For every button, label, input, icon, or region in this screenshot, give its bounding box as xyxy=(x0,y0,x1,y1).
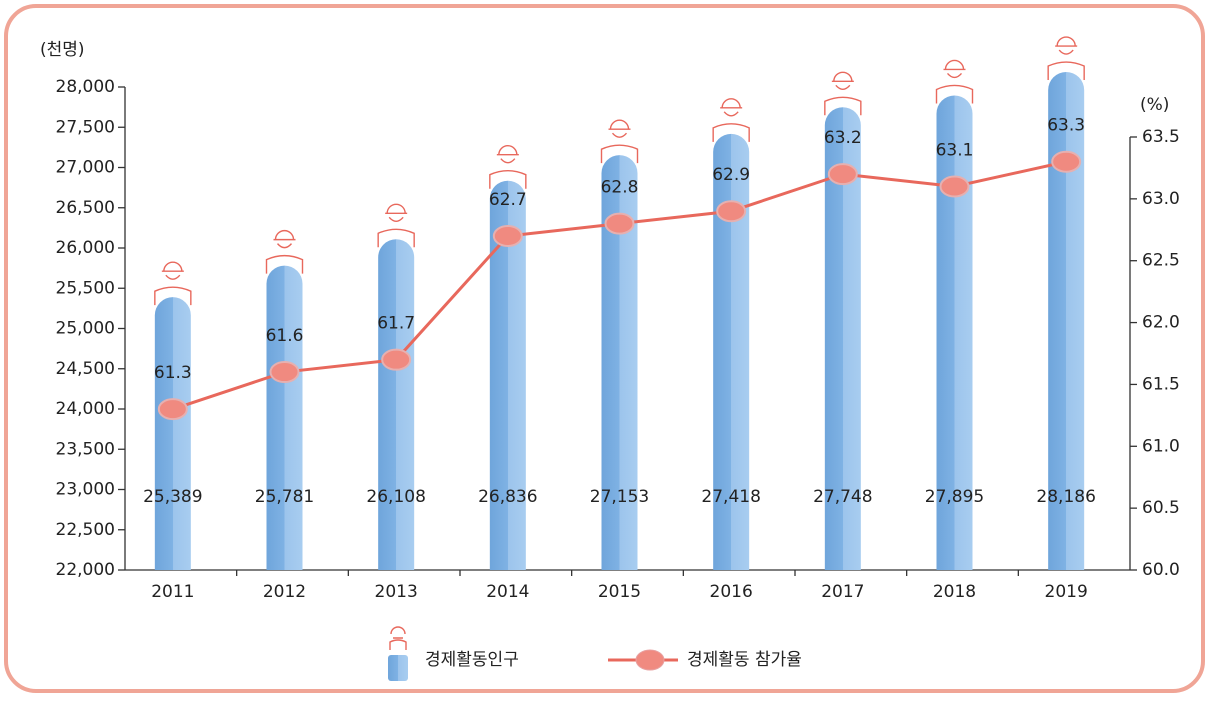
y-tick-label: 26,000 xyxy=(56,238,115,258)
worker-icon-outline xyxy=(1047,36,1085,81)
y-tick-label: 23,000 xyxy=(56,480,115,500)
line-value-label: 62.8 xyxy=(601,178,639,198)
worker-icon xyxy=(377,203,415,248)
bar-value-label: 25,389 xyxy=(143,487,202,507)
bar xyxy=(713,133,750,570)
line-marker xyxy=(381,348,412,371)
x-tick-label: 2018 xyxy=(933,582,976,602)
y-axis-label: (천명) xyxy=(40,40,85,60)
y-tick-label: 27,000 xyxy=(56,158,115,178)
line-marker xyxy=(1051,150,1082,173)
worker-icon-outline xyxy=(600,119,639,164)
bar-value-label: 25,781 xyxy=(255,487,314,507)
x-tick-label: 2013 xyxy=(375,582,418,602)
bar-value-label: 27,418 xyxy=(701,487,760,507)
y-tick-label: 25,500 xyxy=(56,278,115,298)
y-tick-label: 23,500 xyxy=(56,439,115,459)
y-tick-label: 27,500 xyxy=(56,117,115,137)
line-value-label: 62.7 xyxy=(489,190,527,210)
bar-value-label: 26,836 xyxy=(478,487,537,507)
y2-axis-label: (%) xyxy=(1140,95,1169,115)
y-tick-label: 24,000 xyxy=(56,399,115,419)
worker-icon xyxy=(489,145,527,189)
worker-icon xyxy=(935,59,974,104)
legend-label: 경제활동인구 xyxy=(425,650,519,670)
worker-icon-outline xyxy=(712,98,750,142)
bar-value-label: 27,748 xyxy=(813,487,872,507)
line-marker xyxy=(827,163,858,186)
worker-icon-outline xyxy=(935,59,974,104)
worker-icon-outline xyxy=(824,71,862,116)
y2-tick-label: 60.0 xyxy=(1142,560,1180,580)
y-tick-label: 26,500 xyxy=(56,198,115,218)
x-tick-label: 2015 xyxy=(598,582,641,602)
y2-tick-label: 60.5 xyxy=(1142,498,1180,518)
bar xyxy=(266,265,303,570)
line-value-label: 63.2 xyxy=(824,128,862,148)
y2-tick-label: 61.5 xyxy=(1142,374,1180,394)
worker-icon xyxy=(154,261,192,306)
x-tick-label: 2016 xyxy=(710,582,753,602)
line-marker xyxy=(604,212,635,235)
bar xyxy=(601,155,638,570)
legend-bar-icon xyxy=(388,626,408,681)
line-marker xyxy=(492,224,523,247)
bar-value-label: 28,186 xyxy=(1036,487,1095,507)
line-value-label: 61.7 xyxy=(377,314,415,334)
bar xyxy=(378,239,415,570)
y-tick-label: 22,000 xyxy=(56,560,115,580)
y-tick-label: 24,500 xyxy=(56,359,115,379)
y2-tick-label: 61.0 xyxy=(1142,436,1180,456)
worker-icon-outline xyxy=(265,229,304,274)
line-value-label: 61.3 xyxy=(154,363,192,383)
line-marker xyxy=(939,175,970,198)
x-tick-label: 2014 xyxy=(486,582,529,602)
line-value-label: 61.6 xyxy=(266,326,304,346)
line-marker xyxy=(716,200,747,223)
y2-tick-label: 62.0 xyxy=(1142,313,1180,333)
worker-icon xyxy=(600,119,639,164)
line-value-label: 63.3 xyxy=(1047,116,1085,136)
legend-marker xyxy=(635,649,665,671)
line-marker xyxy=(269,361,300,384)
x-tick-label: 2017 xyxy=(821,582,864,602)
bar xyxy=(154,297,191,570)
y2-tick-label: 62.5 xyxy=(1142,251,1180,271)
bar xyxy=(489,180,526,570)
worker-icon xyxy=(712,98,750,142)
y-tick-label: 22,500 xyxy=(56,520,115,540)
x-tick-label: 2019 xyxy=(1045,582,1088,602)
bar xyxy=(1048,72,1085,570)
line-marker xyxy=(157,398,188,421)
worker-icon-outline xyxy=(489,145,527,189)
y-tick-label: 25,000 xyxy=(56,319,115,339)
worker-icon-outline xyxy=(154,261,192,306)
y2-tick-label: 63.0 xyxy=(1142,189,1180,209)
bar xyxy=(936,95,973,570)
line-value-label: 63.1 xyxy=(936,140,974,160)
legend: 경제활동인구 경제활동 참가율 xyxy=(388,626,802,681)
worker-icon xyxy=(1047,36,1085,81)
y2-tick-label: 63.5 xyxy=(1142,127,1180,147)
bar xyxy=(824,107,861,570)
worker-icon xyxy=(265,229,304,274)
line-value-label: 62.9 xyxy=(712,165,750,185)
x-tick-label: 2012 xyxy=(263,582,306,602)
worker-icon-outline xyxy=(377,203,415,248)
bar-value-label: 26,108 xyxy=(366,487,425,507)
worker-icon xyxy=(824,71,862,116)
x-tick-label: 2011 xyxy=(151,582,194,602)
y-tick-label: 28,000 xyxy=(56,77,115,97)
legend-label: 경제활동 참가율 xyxy=(687,650,802,670)
bar-value-label: 27,895 xyxy=(925,487,984,507)
bar-value-label: 27,153 xyxy=(590,487,649,507)
